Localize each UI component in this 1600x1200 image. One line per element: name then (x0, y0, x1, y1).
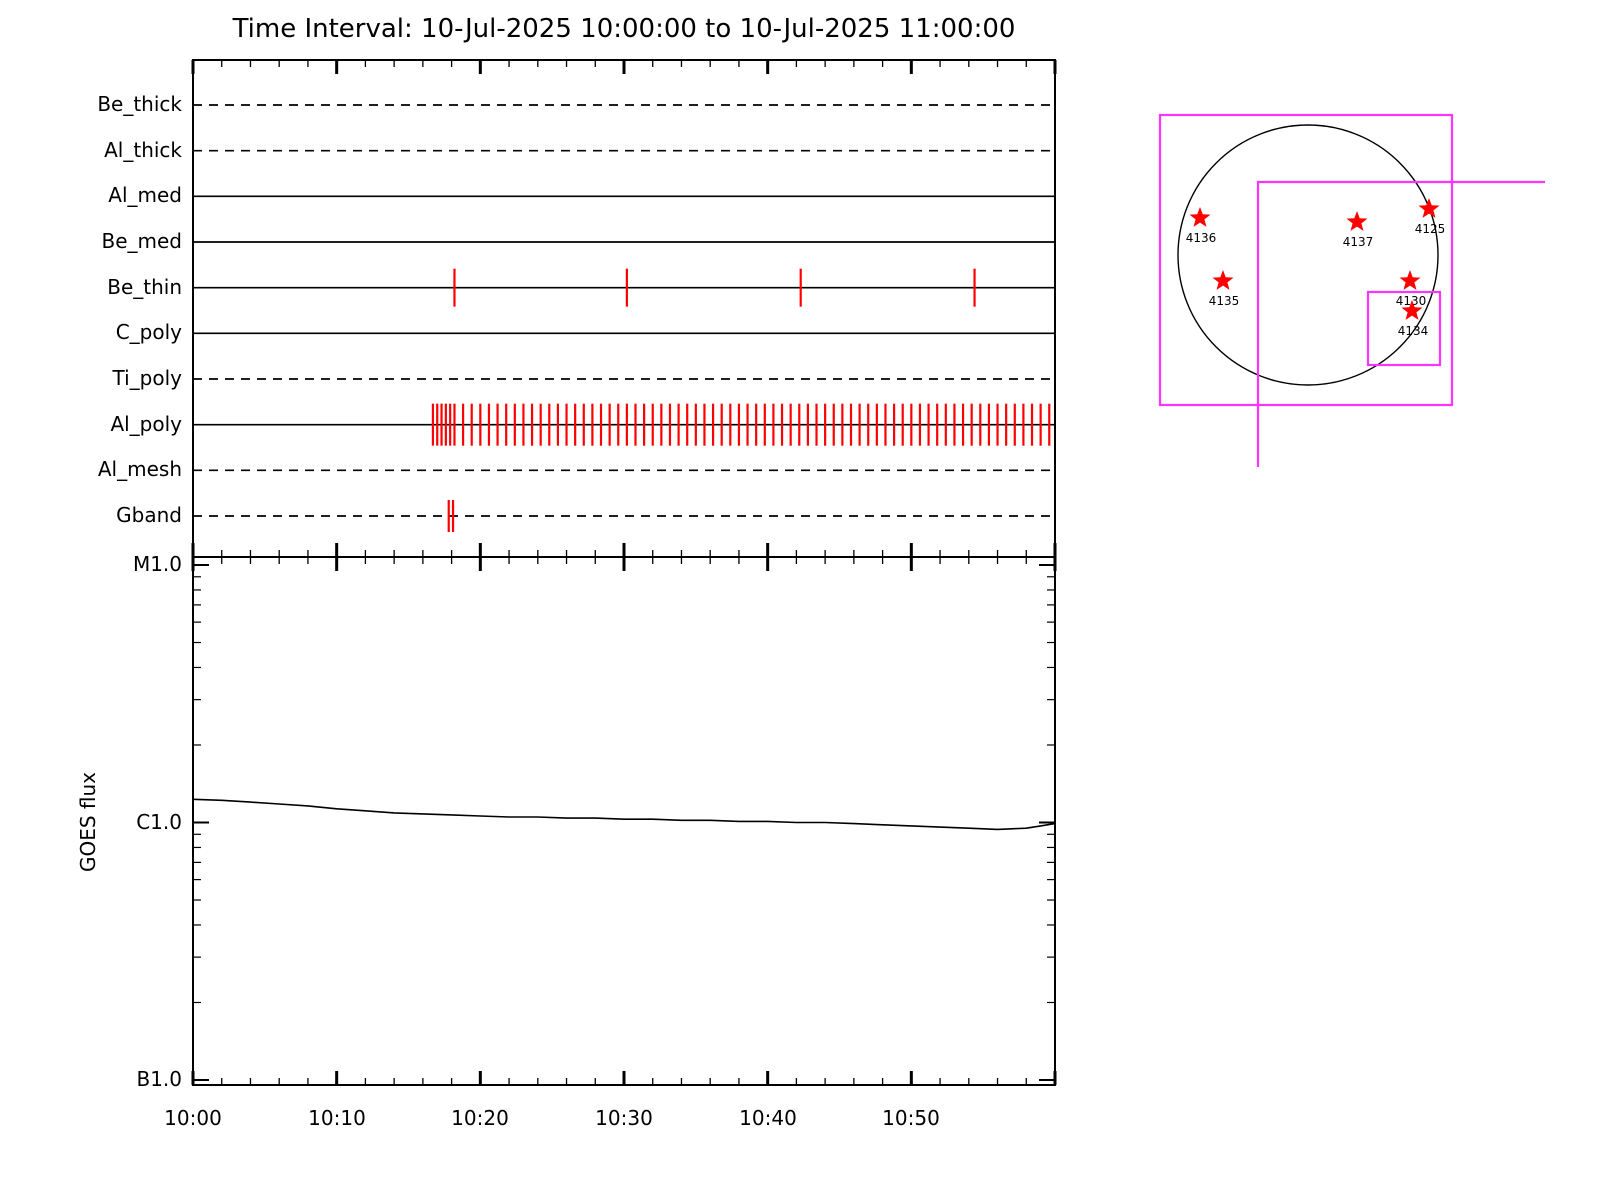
channel-label-al-med: Al_med (108, 183, 182, 207)
solar-disk-map: 4136 4137 4125 4135 4130 4134 (1158, 113, 1545, 467)
active-region-star (1346, 211, 1368, 231)
channel-label-be-med: Be_med (101, 229, 182, 253)
fov-box-corner (1256, 180, 1545, 467)
xtick-label-1020: 10:20 (451, 1106, 509, 1130)
active-region-star (1401, 300, 1423, 320)
active-region-label: 4125 (1415, 222, 1446, 236)
channel-label-ti-poly: Ti_poly (112, 366, 182, 390)
timeline-channel-lines (193, 104, 1055, 517)
active-region-label: 4135 (1209, 294, 1240, 308)
ytick-label-m1: M1.0 (132, 552, 182, 576)
xtick-label-1000: 10:00 (164, 1106, 222, 1130)
active-region-star (1399, 270, 1421, 290)
active-region-label: 4134 (1398, 324, 1429, 338)
channel-label-gband: Gband (116, 503, 182, 527)
channel-label-al-poly: Al_poly (110, 412, 182, 436)
y-axis-title: GOES flux (76, 771, 100, 873)
panel-axes (191, 59, 1057, 1086)
channel-label-al-mesh: Al_mesh (97, 457, 182, 481)
exposure-ticks (431, 268, 1051, 532)
plot-title: Time Interval: 10-Jul-2025 10:00:00 to 1… (232, 14, 1016, 44)
xtick-label-1010: 10:10 (308, 1106, 366, 1130)
channel-label-al-thick: Al_thick (104, 138, 182, 162)
fov-box (1366, 290, 1442, 367)
channel-label-be-thick: Be_thick (97, 92, 182, 116)
xtick-label-1050: 10:50 (882, 1106, 940, 1130)
ytick-label-c1: C1.0 (136, 810, 182, 834)
active-region-star (1418, 198, 1440, 218)
channel-label-be-thin: Be_thin (107, 275, 182, 299)
channel-label-c-poly: C_poly (115, 320, 182, 344)
xtick-label-1040: 10:40 (739, 1106, 797, 1130)
xtick-label-1030: 10:30 (595, 1106, 653, 1130)
active-region-label: 4130 (1396, 294, 1427, 308)
active-region-label: 4137 (1343, 235, 1374, 249)
ytick-label-b1: B1.0 (136, 1067, 182, 1091)
fov-box (1158, 113, 1454, 407)
active-region-label: 4136 (1186, 231, 1217, 245)
solar-limb-circle (1177, 124, 1439, 386)
active-region-star (1189, 207, 1211, 227)
active-region-star (1212, 270, 1234, 290)
goes-flux-curve (192, 798, 1056, 831)
